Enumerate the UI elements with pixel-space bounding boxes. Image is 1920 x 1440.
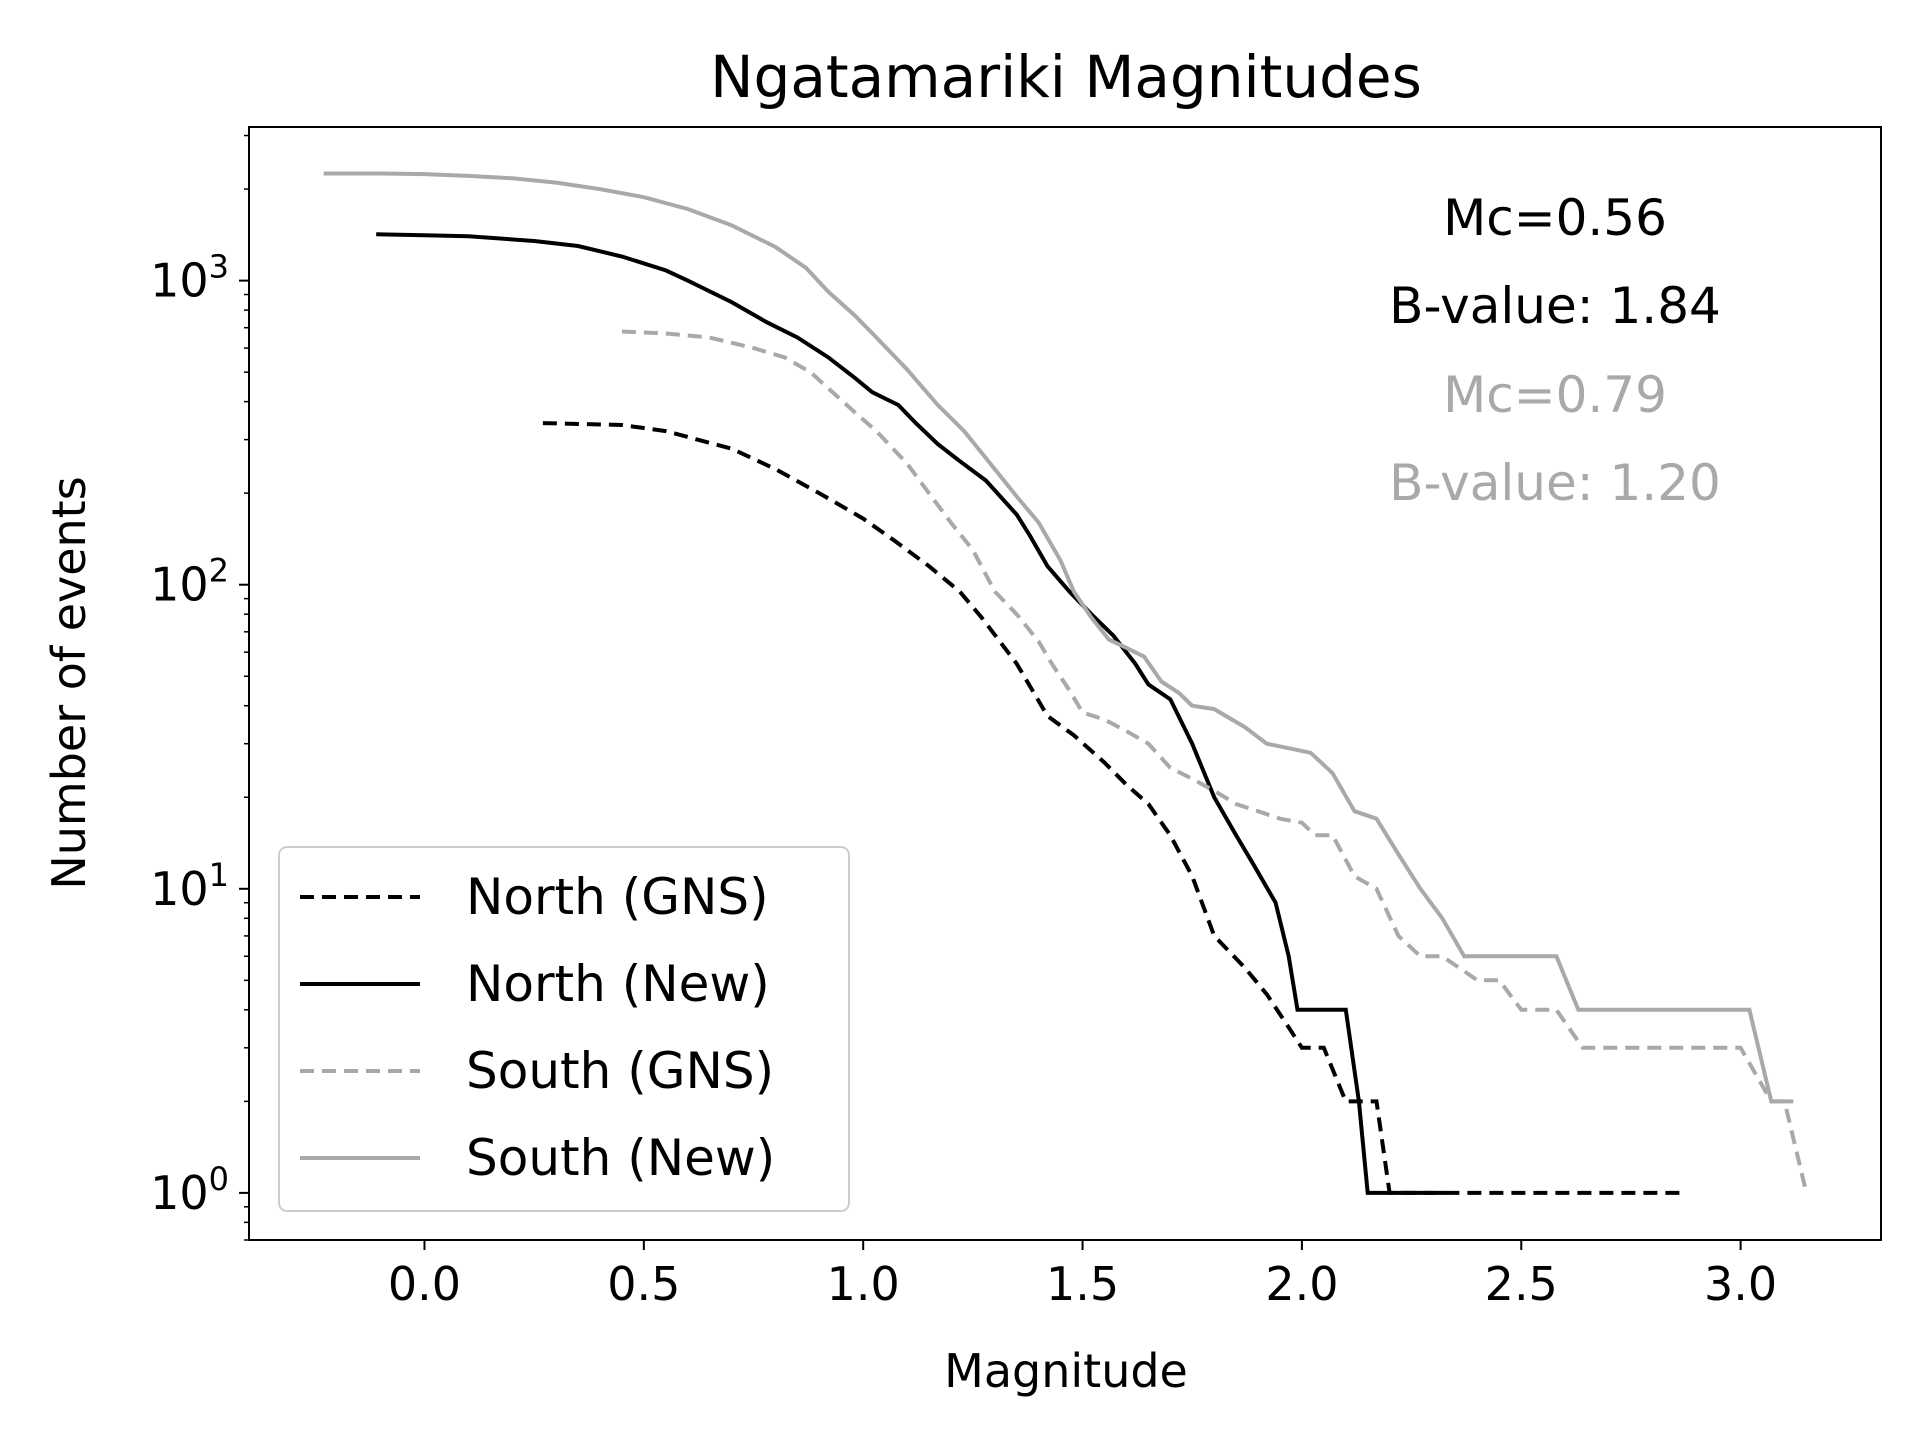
annotations: Mc=0.56 B-value: 1.84 Mc=0.79 B-value: 1.20 [1389,189,1721,512]
x-tick-label: 0.5 [607,1257,680,1311]
x-tick-label: 2.5 [1485,1257,1558,1311]
legend-label: South (New) [466,1129,775,1187]
x-tick-label: 2.0 [1265,1257,1338,1311]
x-tick-label: 3.0 [1704,1257,1777,1311]
series-line-1 [376,232,1447,1195]
y-tick-label: 102 [150,552,229,612]
legend-entries: North (GNS) North (New) South (GNS) South (… [300,868,775,1187]
series-layer [323,171,1809,1195]
x-tick-label: 1.5 [1046,1257,1119,1311]
y-tick-label: 100 [150,1160,229,1220]
series-line-2 [621,329,1809,1194]
x-axis-label: Magnitude [944,1344,1188,1398]
x-tick-label: 0.0 [388,1257,461,1311]
annotation-text: B-value: 1.84 [1389,277,1721,335]
y-tick-label: 103 [150,248,229,308]
legend-label: North (New) [466,955,770,1013]
legend-box [278,846,850,1212]
y-axis: 100 101 102 103 [150,134,249,1241]
annotation-text: B-value: 1.20 [1389,454,1721,512]
plot-frame [248,126,1882,1241]
legend: North (GNS) North (New) South (GNS) South (… [278,846,850,1212]
chart-title: Ngatamariki Magnitudes [710,43,1422,111]
x-axis: 0.0 0.5 1.0 1.5 2.0 2.5 3.0 [388,1240,1777,1311]
x-tick-label: 1.0 [827,1257,900,1311]
annotation-text: Mc=0.79 [1443,366,1667,424]
y-axis-label: Number of events [42,476,96,889]
legend-label: South (GNS) [466,1042,774,1100]
legend-label: North (GNS) [466,868,769,926]
y-tick-label: 101 [150,856,229,916]
annotation-text: Mc=0.56 [1443,189,1667,247]
series-line-3 [323,171,1794,1104]
